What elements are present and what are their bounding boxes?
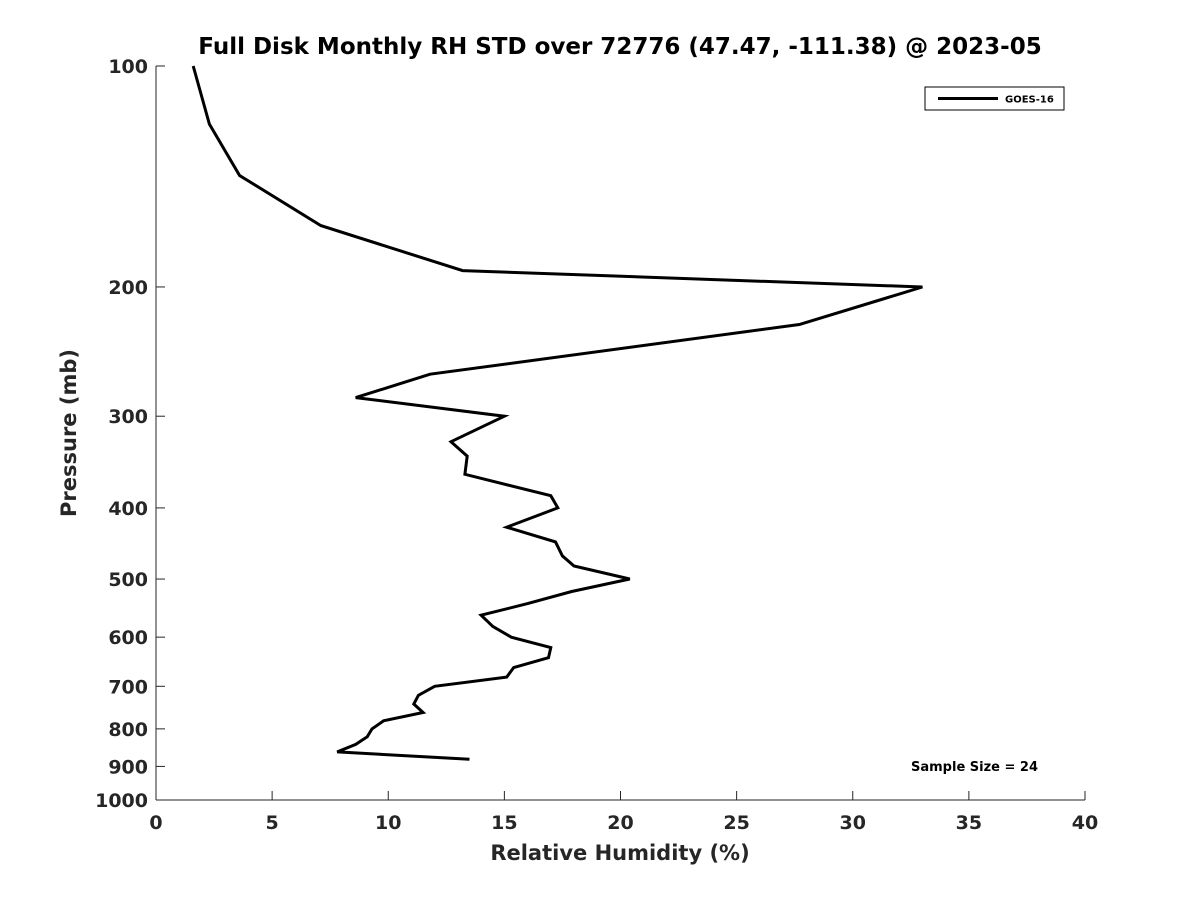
legend: GOES-16 <box>924 86 1065 111</box>
axes-box <box>155 66 1085 801</box>
y-tick-label: 500 <box>108 569 148 591</box>
x-axis-ticks: 0 5 10 15 20 25 30 35 40 <box>149 791 1098 834</box>
y-tick-label: 300 <box>108 406 148 428</box>
y-tick-label: 400 <box>108 498 148 520</box>
sample-size-annotation: Sample Size = 24 <box>911 760 1038 775</box>
y-tick-label: 600 <box>108 627 148 649</box>
x-tick-label: 30 <box>840 812 866 834</box>
x-tick-label: 20 <box>607 812 633 834</box>
y-axis-label: Pressure (mb) <box>57 349 81 517</box>
y-tick-label: 900 <box>108 756 148 778</box>
y-tick-label: 100 <box>108 56 148 78</box>
x-tick-label: 35 <box>956 812 982 834</box>
y-axis-ticks: 100 200 300 400 500 600 700 800 900 1000 <box>95 56 165 812</box>
y-tick-label: 700 <box>108 676 148 698</box>
y-tick-label: 1000 <box>95 790 148 812</box>
series-line-goes16 <box>191 65 923 761</box>
y-tick-label: 800 <box>108 719 148 741</box>
chart-title: Full Disk Monthly RH STD over 72776 (47.… <box>198 34 1042 60</box>
x-tick-label: 5 <box>266 812 279 834</box>
x-tick-label: 10 <box>375 812 401 834</box>
legend-label: GOES-16 <box>1005 95 1054 106</box>
x-tick-label: 15 <box>491 812 517 834</box>
x-tick-label: 40 <box>1072 812 1098 834</box>
y-tick-label: 200 <box>108 277 148 299</box>
x-tick-label: 25 <box>723 812 749 834</box>
x-axis-label: Relative Humidity (%) <box>490 841 749 865</box>
x-tick-label: 0 <box>149 812 162 834</box>
